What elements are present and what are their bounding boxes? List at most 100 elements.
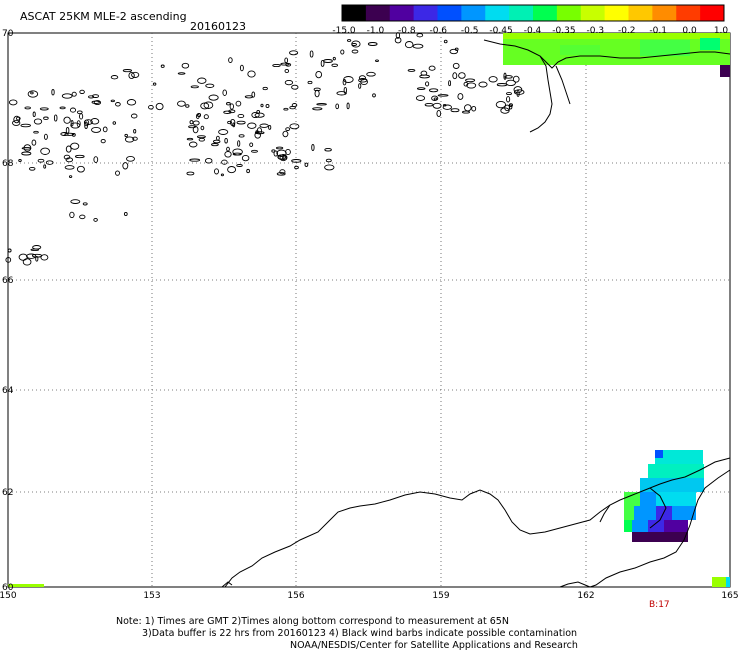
lat-tick-label: 60 bbox=[2, 583, 14, 593]
swath-top bbox=[503, 33, 730, 77]
lake-outline bbox=[224, 137, 228, 144]
lake-outline bbox=[282, 130, 289, 138]
lon-tick-label: 162 bbox=[577, 591, 594, 601]
lake-outline bbox=[346, 39, 352, 42]
colorbar-label: -0.5 bbox=[461, 26, 479, 36]
colorbar-label: -0.4 bbox=[524, 26, 542, 36]
footer-note-line1: Note: 1) Times are GMT 2)Times along bot… bbox=[116, 616, 509, 627]
lake-outline bbox=[230, 118, 236, 127]
lake-outline bbox=[284, 57, 289, 64]
lake-outline bbox=[433, 97, 438, 101]
lake-outline bbox=[500, 107, 510, 114]
lake-outline bbox=[51, 89, 55, 96]
lake-outline bbox=[132, 136, 138, 141]
swath-cells bbox=[640, 492, 656, 506]
colorbar: -15.0 -1.0 -0.8 -0.6 -0.5 -0.45 -0.4 -0.35 -0.3 -… bbox=[332, 4, 729, 36]
lake-outline bbox=[272, 63, 281, 68]
lake-outline bbox=[463, 81, 469, 87]
swath-cells bbox=[726, 577, 730, 587]
lake-outline bbox=[461, 110, 471, 114]
lake-outline bbox=[425, 81, 430, 87]
lake-outline bbox=[13, 115, 21, 124]
swath-cells bbox=[712, 577, 730, 587]
colorbar-label: -0.6 bbox=[429, 26, 447, 36]
lake-outline bbox=[39, 107, 49, 111]
lake-outline bbox=[239, 64, 244, 72]
lat-tick-label: 64 bbox=[2, 386, 14, 396]
colorbar-label: 0.0 bbox=[682, 26, 697, 36]
lake-outline bbox=[88, 95, 95, 99]
lake-outline bbox=[18, 253, 28, 261]
lake-outline bbox=[68, 175, 73, 178]
lake-outline bbox=[93, 156, 99, 163]
lake-outline bbox=[128, 71, 135, 80]
lake-outline bbox=[343, 86, 347, 94]
lake-outline bbox=[130, 113, 138, 119]
colorbar-label: 1.0 bbox=[714, 26, 729, 36]
colorbar-cell bbox=[652, 5, 677, 21]
lake-outline bbox=[291, 84, 299, 90]
lake-outline bbox=[21, 151, 32, 156]
coastline bbox=[221, 39, 731, 588]
footer-credit: NOAA/NESDIS/Center for Satellite Applica… bbox=[290, 640, 578, 651]
lake-outline bbox=[508, 104, 513, 110]
lake-outline bbox=[190, 85, 199, 89]
coastline-north bbox=[539, 51, 731, 69]
lake-outline bbox=[43, 164, 47, 169]
lake-outline bbox=[216, 135, 220, 141]
swath-cells bbox=[624, 506, 634, 520]
lake-outline bbox=[70, 122, 81, 129]
lake-outline bbox=[320, 59, 325, 67]
colorbar-cell bbox=[389, 5, 415, 21]
lake-outline bbox=[351, 40, 361, 48]
lake-outline bbox=[224, 151, 232, 158]
lake-outline bbox=[516, 90, 520, 97]
lake-outline bbox=[375, 59, 379, 62]
lake-outline bbox=[214, 168, 219, 175]
lake-outline bbox=[124, 133, 128, 138]
lake-outline bbox=[247, 122, 257, 129]
lake-outline bbox=[186, 137, 194, 141]
lake-outline bbox=[424, 102, 434, 107]
lake-outline bbox=[188, 125, 197, 129]
lake-outline bbox=[251, 111, 260, 119]
lake-outline bbox=[71, 91, 77, 97]
swath-cells bbox=[640, 478, 704, 492]
lake-outline bbox=[79, 113, 84, 120]
lake-outline bbox=[285, 62, 292, 67]
swath-cells bbox=[640, 40, 690, 56]
swath-cells bbox=[560, 45, 600, 55]
coastline-south bbox=[221, 581, 233, 588]
lake-outline bbox=[251, 91, 256, 98]
lake-outline bbox=[291, 159, 302, 163]
lake-outline bbox=[212, 139, 221, 144]
lake-outline bbox=[442, 104, 452, 110]
swath-cells bbox=[8, 584, 44, 587]
lake-outline bbox=[93, 100, 102, 106]
lake-outline bbox=[63, 154, 71, 160]
lake-outline bbox=[505, 79, 516, 87]
lake-outline bbox=[229, 103, 234, 110]
coastline-bay bbox=[599, 504, 611, 523]
lake-outline bbox=[458, 72, 466, 79]
lake-outline bbox=[313, 87, 321, 92]
lake-outline bbox=[236, 164, 243, 167]
lake-outline bbox=[200, 102, 210, 110]
colorbar-label: -1.0 bbox=[367, 26, 385, 36]
lake-outline bbox=[203, 101, 214, 109]
lake-outline bbox=[431, 95, 439, 101]
colorbar-cell bbox=[342, 5, 367, 21]
axis-labels: 150 153 156 159 162 165 70 68 66 64 62 60 bbox=[0, 29, 739, 601]
lake-outline bbox=[340, 49, 345, 55]
lake-outline bbox=[307, 80, 313, 85]
lake-outline bbox=[289, 50, 299, 56]
lake-outline bbox=[115, 170, 120, 176]
colorbar-cell bbox=[628, 5, 653, 21]
swath-cells bbox=[632, 520, 648, 532]
lake-outline bbox=[360, 78, 368, 86]
lake-outline bbox=[254, 131, 261, 139]
lake-outline bbox=[31, 139, 37, 146]
lake-outline bbox=[416, 33, 424, 38]
lake-outline bbox=[268, 124, 272, 130]
lake-outline bbox=[8, 99, 18, 106]
